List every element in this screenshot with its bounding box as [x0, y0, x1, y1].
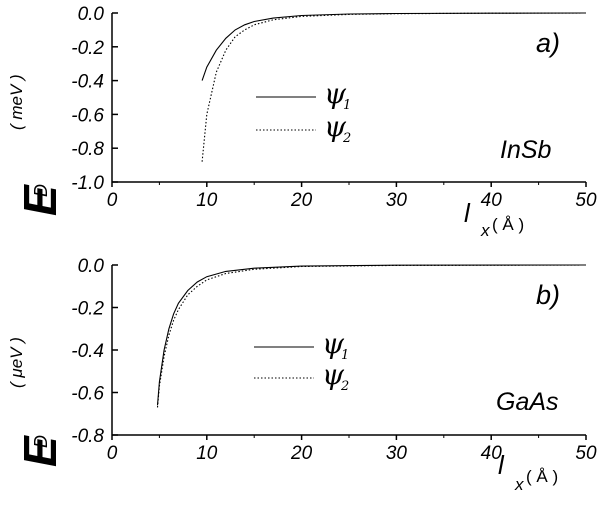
panel-label: b) [536, 280, 560, 310]
legend-label-index: 2 [340, 379, 349, 394]
series-line-ψ2 [156, 264, 587, 408]
y-label-unit: ( μeV ) [7, 337, 26, 388]
x-tick-label: 0 [107, 443, 118, 464]
x-tick-label: 50 [575, 443, 597, 464]
legend-label-index: 1 [343, 98, 351, 113]
legend-label-index: 2 [342, 131, 351, 146]
y-tick-label: -0.8 [71, 426, 104, 447]
y-tick-label: 0.0 [78, 4, 105, 25]
y-tick-label: -0.2 [71, 38, 104, 59]
x-label-unit: ( Å ) [526, 467, 558, 486]
y-tick-label: -0.6 [71, 384, 104, 405]
y-label-unit: ( meV ) [7, 74, 26, 130]
x-tick-label: 10 [196, 443, 218, 464]
y-tick-label: -0.4 [71, 72, 104, 93]
legend-label: ψ [324, 110, 347, 143]
y-tick-label: -0.6 [71, 105, 104, 126]
panel-b: 0 10 20 30 40 500.0-0.2-0.4-0.6-0.8ψ1ψ2b)GaAs… [7, 256, 597, 494]
y-label-symbol: E [14, 184, 66, 216]
x-tick-label: 20 [290, 443, 313, 464]
x-label-unit: ( Å ) [492, 215, 524, 234]
x-label-symbol: l [498, 450, 505, 480]
x-tick-label: 0 [107, 190, 118, 211]
x-label-symbol: l [464, 198, 471, 228]
y-tick-label: -0.2 [71, 299, 104, 320]
y-label-subscript: D [31, 435, 51, 448]
y-axis-label: ED ( meV ) [7, 74, 66, 216]
legend-label-index: 1 [341, 348, 349, 363]
x-axis-label: lx( Å ) [498, 450, 558, 494]
legend-label: ψ [322, 327, 345, 360]
x-tick-label: 30 [386, 443, 408, 464]
x-tick-label: 50 [575, 190, 597, 211]
panel-a: 0 10 20 30 40 500.0-0.2-0.4-0.6-0.8-1.0ψ1ψ2a)… [7, 4, 597, 240]
x-tick-label: 40 [481, 190, 503, 211]
y-tick-label: -0.8 [71, 139, 104, 160]
y-label-subscript: D [31, 184, 51, 197]
y-tick-label: -1.0 [71, 173, 104, 194]
x-label-subscript: x [480, 221, 490, 240]
y-label-symbol: E [14, 435, 66, 467]
y-axis-label: ED ( μeV ) [7, 337, 66, 467]
x-tick-label: 30 [386, 190, 408, 211]
y-tick-label: 0.0 [78, 256, 105, 277]
x-tick-label: 10 [196, 190, 218, 211]
series-line-ψ1 [201, 12, 587, 81]
x-label-subscript: x [514, 475, 524, 494]
panel-label: a) [536, 28, 560, 58]
y-tick-label: -0.4 [71, 341, 104, 362]
legend-label: ψ [324, 77, 347, 110]
legend-label: ψ [322, 358, 345, 391]
x-axis-label: lx( Å ) [464, 198, 524, 240]
series-line-ψ1 [156, 264, 587, 406]
material-label: GaAs [496, 388, 559, 416]
x-tick-label: 40 [481, 443, 503, 464]
material-label: InSb [500, 136, 552, 164]
x-tick-label: 20 [290, 190, 313, 211]
